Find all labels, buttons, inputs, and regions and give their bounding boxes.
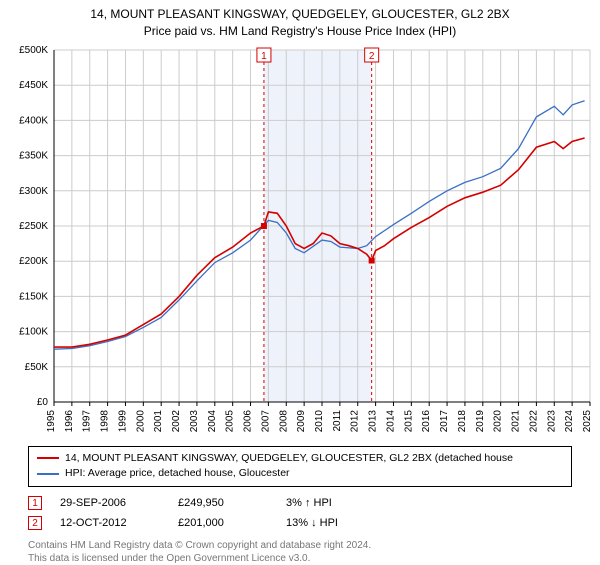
svg-text:1: 1 [261,51,267,62]
svg-text:2005: 2005 [225,409,236,432]
svg-text:1998: 1998 [100,409,111,432]
svg-text:£250K: £250K [19,221,48,232]
svg-text:£450K: £450K [19,80,48,91]
svg-text:2000: 2000 [135,409,146,432]
svg-text:2007: 2007 [260,409,271,432]
svg-text:2014: 2014 [385,409,396,432]
svg-text:2015: 2015 [403,409,414,432]
legend-item-property: 14, MOUNT PLEASANT KINGSWAY, QUEDGELEY, … [37,451,563,467]
svg-text:2020: 2020 [493,409,504,432]
event-marker-1: 1 [28,496,42,510]
legend-label-property: 14, MOUNT PLEASANT KINGSWAY, QUEDGELEY, … [65,451,513,467]
event-delta-1: 3% ↑ HPI [286,497,332,509]
price-chart: £0 £50K £100K £150K £200K £250K £300K £350K £400… [0,42,600,442]
svg-text:2018: 2018 [457,409,468,432]
footer-line-2: This data is licensed under the Open Gov… [28,552,572,565]
svg-text:2019: 2019 [475,409,486,432]
svg-text:2: 2 [369,51,375,62]
chart-title-block: 14, MOUNT PLEASANT KINGSWAY, QUEDGELEY, … [0,0,600,42]
events-table: 1 29-SEP-2006 £249,950 3% ↑ HPI 2 12-OCT… [28,493,572,533]
svg-text:2009: 2009 [296,409,307,432]
svg-text:£150K: £150K [19,291,48,302]
svg-text:2003: 2003 [189,409,200,432]
svg-text:2025: 2025 [582,409,593,432]
svg-text:2023: 2023 [546,409,557,432]
svg-text:1996: 1996 [64,409,75,432]
title-line-2: Price paid vs. HM Land Registry's House … [10,23,590,40]
svg-text:1997: 1997 [82,409,93,432]
event-row-1: 1 29-SEP-2006 £249,950 3% ↑ HPI [28,493,572,513]
svg-text:£300K: £300K [19,185,48,196]
event-delta-2: 13% ↓ HPI [286,517,338,529]
svg-text:£500K: £500K [19,45,48,56]
svg-text:2013: 2013 [368,409,379,432]
event-price-2: £201,000 [178,517,268,529]
svg-text:2024: 2024 [564,409,575,432]
footer-attribution: Contains HM Land Registry data © Crown c… [28,539,572,565]
legend-swatch-property [37,457,59,459]
svg-text:2011: 2011 [332,409,343,431]
legend-swatch-hpi [37,473,59,475]
event-price-1: £249,950 [178,497,268,509]
svg-text:1995: 1995 [46,409,57,432]
svg-text:2021: 2021 [511,409,522,432]
svg-text:£350K: £350K [19,150,48,161]
svg-text:2016: 2016 [421,409,432,432]
footer-line-1: Contains HM Land Registry data © Crown c… [28,539,572,552]
legend: 14, MOUNT PLEASANT KINGSWAY, QUEDGELEY, … [28,446,572,488]
legend-label-hpi: HPI: Average price, detached house, Glou… [65,466,290,482]
svg-text:2017: 2017 [439,409,450,432]
svg-text:£100K: £100K [19,326,48,337]
svg-text:£0: £0 [37,397,49,408]
svg-text:2012: 2012 [350,409,361,432]
svg-text:2001: 2001 [153,409,164,432]
chart-container: £0 £50K £100K £150K £200K £250K £300K £350K £400… [0,42,600,442]
svg-text:£50K: £50K [25,361,49,372]
svg-text:1999: 1999 [117,409,128,432]
svg-text:2006: 2006 [243,409,254,432]
svg-text:2008: 2008 [278,409,289,432]
event-date-2: 12-OCT-2012 [60,517,160,529]
svg-text:2002: 2002 [171,409,182,432]
svg-text:2022: 2022 [528,409,539,432]
legend-item-hpi: HPI: Average price, detached house, Glou… [37,466,563,482]
svg-text:2010: 2010 [314,409,325,432]
title-line-1: 14, MOUNT PLEASANT KINGSWAY, QUEDGELEY, … [10,6,590,23]
svg-text:2004: 2004 [207,409,218,432]
svg-text:£400K: £400K [19,115,48,126]
event-marker-2: 2 [28,516,42,530]
event-row-2: 2 12-OCT-2012 £201,000 13% ↓ HPI [28,513,572,533]
svg-text:£200K: £200K [19,256,48,267]
event-date-1: 29-SEP-2006 [60,497,160,509]
